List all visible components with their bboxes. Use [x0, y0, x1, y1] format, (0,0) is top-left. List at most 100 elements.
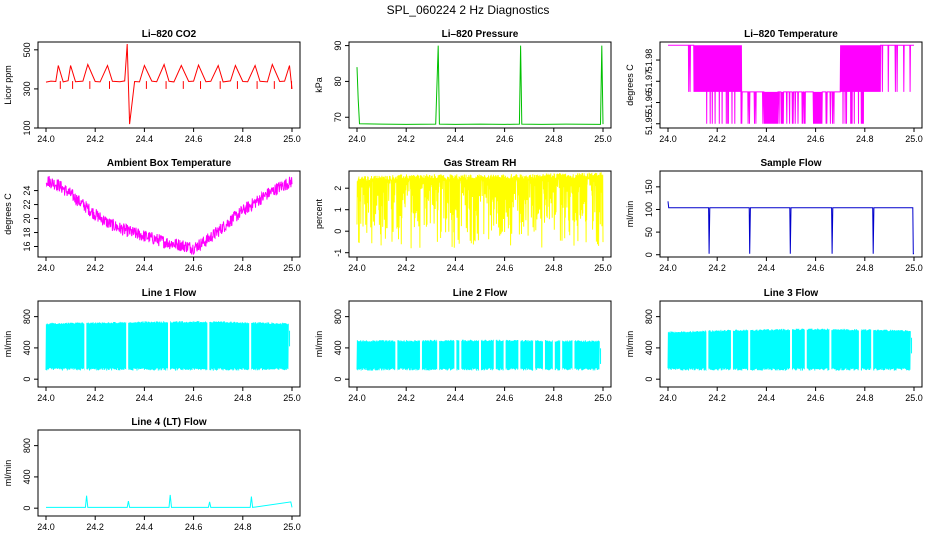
y-tick-label: 400: [644, 340, 654, 355]
x-tick-label: 24.8: [545, 263, 563, 273]
y-tick-label: 300: [22, 81, 32, 96]
y-tick-label: 0: [644, 252, 654, 257]
panel-title: Li–820 Temperature: [744, 29, 838, 40]
flow-gap: [518, 334, 521, 371]
series-line: [45, 43, 293, 125]
plot-frame: [37, 170, 301, 258]
x-tick-label: 25.0: [594, 393, 612, 403]
y-axis-label: ml/min: [3, 460, 13, 487]
y-tick-label: 0: [333, 377, 343, 382]
x-tick-label: 25.0: [283, 522, 301, 532]
x-tick-label: 24.8: [234, 522, 252, 532]
x-tick-label: 24.6: [185, 134, 203, 144]
x-tick-label: 25.0: [905, 134, 923, 144]
y-tick-label: 400: [22, 469, 32, 484]
x-tick-label: 24.6: [496, 263, 514, 273]
y-tick-label: 100: [644, 202, 654, 217]
x-tick-label: 24.4: [447, 263, 465, 273]
x-tick-label: 24.0: [348, 134, 366, 144]
y-tick-label: 80: [333, 76, 343, 86]
x-tick-label: 25.0: [283, 263, 301, 273]
panel-8: Line 2 Flow ml/min 24.0 24.2 24.4 24.6 24.8 25.…: [314, 288, 612, 403]
x-tick-label: 24.0: [659, 393, 677, 403]
figure-suptitle: SPL_060224 2 Hz Diagnostics: [387, 3, 550, 17]
y-axis-label: degrees C: [3, 193, 13, 235]
x-tick-label: 24.0: [659, 263, 677, 273]
panel-title: Li–820 CO2: [142, 29, 197, 40]
flow-gap: [503, 334, 506, 371]
panel-title: Line 4 (LT) Flow: [131, 417, 207, 428]
y-tick-label: 51.97: [644, 70, 654, 93]
plot-frame: [659, 170, 923, 258]
x-tick-label: 25.0: [905, 263, 923, 273]
y-axis-label: degrees C: [625, 64, 635, 106]
x-tick-label: 24.2: [708, 393, 726, 403]
x-tick-label: 24.2: [397, 134, 415, 144]
panel-title: Gas Stream RH: [444, 158, 517, 169]
plot-frame: [37, 300, 301, 388]
x-tick-label: 25.0: [594, 263, 612, 273]
x-tick-label: 24.4: [447, 393, 465, 403]
x-tick-label: 24.0: [348, 393, 366, 403]
flow-gap: [552, 334, 555, 371]
plot-frame: [659, 300, 923, 388]
panels-container: Li–820 CO2 Licor ppm 24.0 24.2 24.4 24.6 24.8 2…: [3, 29, 923, 532]
plot-frame: [37, 41, 301, 129]
flow-gap: [533, 334, 536, 371]
flow-gap: [84, 316, 87, 371]
flow-gap: [829, 325, 832, 371]
x-tick-label: 24.4: [758, 263, 776, 273]
plot-frame: [348, 170, 612, 258]
y-axis-label: ml/min: [625, 331, 635, 358]
x-tick-label: 24.8: [234, 263, 252, 273]
flow-gap: [706, 325, 709, 371]
x-tick-label: 24.4: [447, 134, 465, 144]
y-tick-label: 800: [644, 309, 654, 324]
flow-gap: [871, 325, 874, 371]
x-tick-label: 24.8: [545, 393, 563, 403]
panel-title: Line 2 Flow: [453, 288, 508, 299]
flow-gap: [459, 334, 462, 371]
series-line: [668, 44, 914, 124]
flow-gap: [207, 316, 210, 371]
x-tick-label: 24.4: [136, 134, 154, 144]
panel-1: Li–820 CO2 Licor ppm 24.0 24.2 24.4 24.6 24.8 2…: [3, 29, 301, 144]
y-tick-label: 16: [22, 242, 32, 252]
x-tick-label: 24.4: [136, 263, 154, 273]
panel-5: Gas Stream RH percent 24.0 24.2 24.4 24.6 24.8…: [314, 158, 612, 273]
y-tick-label: 20: [22, 214, 32, 224]
y-tick-label: 400: [22, 340, 32, 355]
x-tick-label: 24.4: [136, 522, 154, 532]
panel-6: Sample Flow ml/min 24.0 24.2 24.4 24.6 24.8 25.…: [625, 158, 923, 273]
x-tick-label: 25.0: [905, 393, 923, 403]
flow-gap: [790, 325, 792, 371]
flow-gap: [168, 316, 170, 371]
y-axis-label: ml/min: [314, 331, 324, 358]
flow-gap: [748, 325, 751, 371]
x-tick-label: 24.2: [397, 263, 415, 273]
x-tick-label: 24.6: [807, 263, 825, 273]
series-line: [45, 321, 289, 371]
x-tick-label: 24.6: [185, 263, 203, 273]
y-axis-label: kPa: [314, 77, 324, 93]
x-tick-label: 24.8: [856, 263, 874, 273]
y-tick-label: 1: [333, 207, 343, 212]
flow-gap: [858, 325, 861, 371]
x-tick-label: 24.6: [807, 134, 825, 144]
y-tick-label: 90: [333, 41, 343, 51]
y-tick-label: 800: [22, 309, 32, 324]
x-tick-label: 24.4: [758, 134, 776, 144]
y-tick-label: 800: [22, 438, 32, 453]
flow-gap: [479, 334, 481, 371]
x-tick-label: 24.8: [856, 134, 874, 144]
y-tick-label: 50: [644, 227, 654, 237]
series-group: [45, 43, 293, 125]
y-tick-label: 100: [22, 120, 32, 135]
x-tick-label: 24.6: [496, 393, 514, 403]
y-tick-label: 400: [333, 340, 343, 355]
series-line: [667, 201, 914, 255]
series-line: [45, 176, 293, 256]
y-tick-label: 24: [22, 186, 32, 196]
series-line: [46, 494, 293, 508]
